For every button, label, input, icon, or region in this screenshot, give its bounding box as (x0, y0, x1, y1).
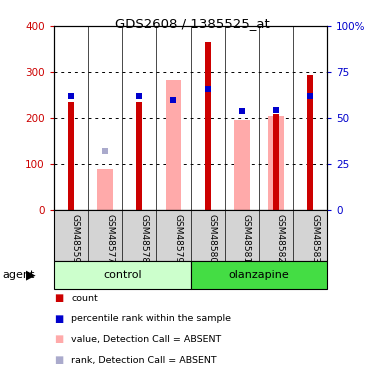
Bar (68, 102, 74, 210)
Bar (166, 81, 181, 210)
Text: GDS2608 / 1385525_at: GDS2608 / 1385525_at (115, 17, 270, 30)
Bar (268, 116, 284, 210)
Text: GSM48559: GSM48559 (71, 214, 80, 263)
Text: agent: agent (2, 270, 34, 280)
Text: GSM48583: GSM48583 (310, 214, 319, 263)
Text: GSM48580: GSM48580 (208, 214, 217, 263)
Bar (191, 261, 327, 289)
Text: ■: ■ (54, 293, 63, 303)
Text: olanzapine: olanzapine (229, 270, 289, 280)
Text: control: control (103, 270, 142, 280)
Bar (307, 75, 313, 210)
Bar (234, 120, 249, 210)
Text: ■: ■ (54, 355, 63, 365)
Bar (136, 102, 142, 210)
Text: GSM48578: GSM48578 (139, 214, 148, 263)
Text: ■: ■ (54, 334, 63, 344)
Text: value, Detection Call = ABSENT: value, Detection Call = ABSENT (71, 335, 221, 344)
Text: GSM48581: GSM48581 (242, 214, 251, 263)
Text: GSM48582: GSM48582 (276, 214, 285, 263)
Text: count: count (71, 294, 98, 303)
Text: GSM48577: GSM48577 (105, 214, 114, 263)
Bar (204, 42, 211, 210)
Text: ■: ■ (54, 314, 63, 324)
Text: rank, Detection Call = ABSENT: rank, Detection Call = ABSENT (71, 356, 217, 364)
Bar (273, 114, 279, 210)
Text: percentile rank within the sample: percentile rank within the sample (71, 314, 231, 323)
Bar (54, 261, 191, 289)
Text: ▶: ▶ (26, 268, 36, 281)
Bar (97, 169, 113, 210)
Text: GSM48579: GSM48579 (174, 214, 182, 263)
